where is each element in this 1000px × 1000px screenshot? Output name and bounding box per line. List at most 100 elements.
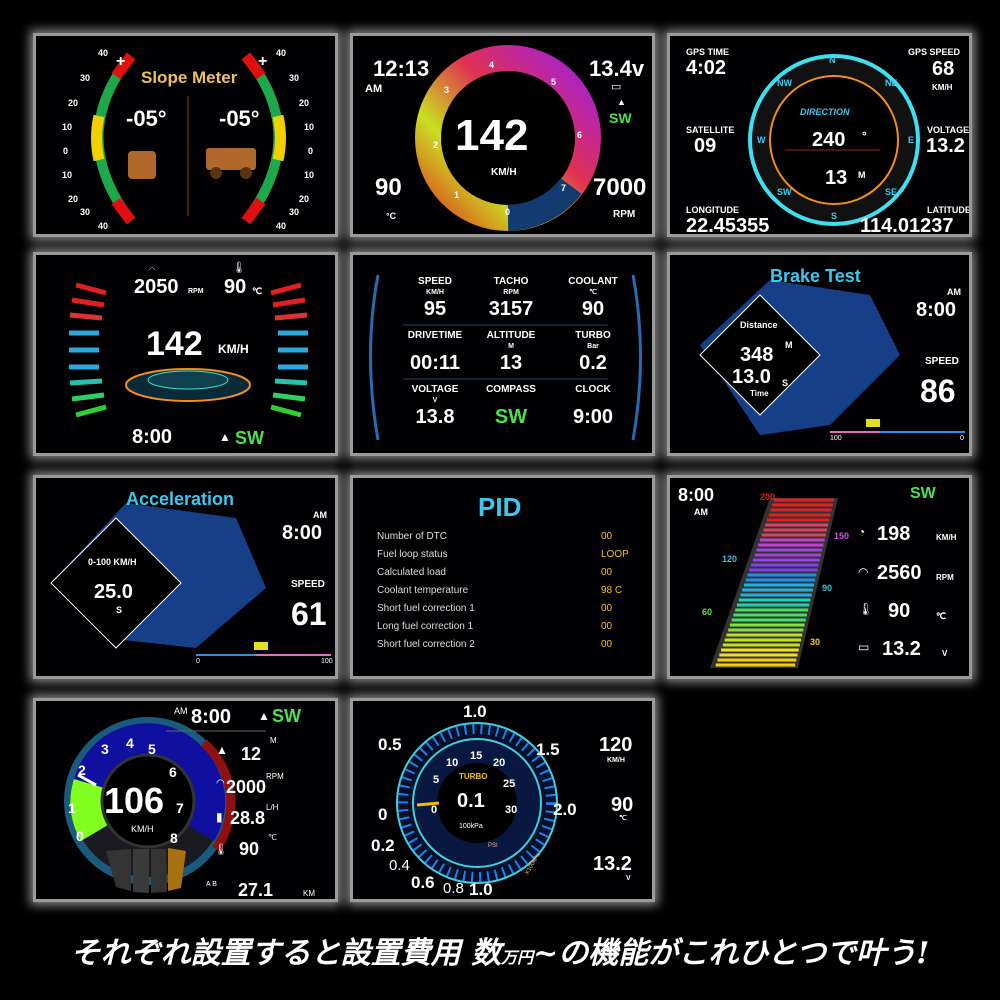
fuel-value: 28.8: [230, 808, 266, 828]
scale-label: 20: [299, 194, 310, 204]
volt-value: 13.2: [593, 853, 632, 875]
speed-unit: KM/H: [218, 342, 249, 356]
pid-value: LOOP: [601, 549, 629, 560]
scale-label: 20: [299, 98, 310, 108]
am-pm: AM: [365, 83, 383, 95]
scale-label: 40: [98, 221, 109, 231]
cell-label: CLOCK: [575, 384, 611, 395]
caption-rest: ~の機能がこれひとつで叶う!: [533, 936, 930, 971]
am-pm: AM: [174, 706, 188, 716]
cluster-dial: [64, 717, 266, 893]
speed-value: 61: [291, 596, 327, 632]
speed-unit: KM/H: [607, 757, 625, 764]
rpm-icon: ◠: [216, 778, 225, 789]
temp-unit: ℃: [936, 611, 947, 621]
plus-sign-right: +: [258, 53, 268, 70]
dashboard-panel: ◠ 2050 RPM 🌡 90 ℃ 142 KM/H 8:00 ▲ SW: [33, 252, 338, 456]
pid-name: Number of DTC: [377, 531, 448, 542]
latitude-value: 114.01237: [860, 215, 954, 237]
compass-n: N: [829, 55, 836, 65]
plus-sign: +: [116, 53, 126, 70]
outer-scale-label: 1.0: [469, 880, 493, 899]
speed-label: SPEED: [291, 579, 325, 590]
dial-label: 4: [489, 60, 495, 70]
voltage-value: 13.2: [926, 135, 965, 157]
pid-name: Short fuel correction 2: [377, 639, 475, 650]
pid-value: 00: [601, 621, 613, 632]
caption-main: それぞれ設置すると設置費用 数: [70, 936, 502, 971]
distance-value: 348: [740, 344, 774, 366]
am-pm: AM: [694, 507, 708, 517]
pid-value: 00: [601, 531, 613, 542]
scale-label: 20: [68, 194, 79, 204]
cell-value: 3157: [488, 298, 534, 320]
speed-unit: KM/H: [131, 824, 154, 834]
inner-scale-label: 25: [503, 778, 516, 790]
temp-unit: ℃: [268, 833, 277, 842]
temp-value: 90: [888, 600, 911, 622]
scale-label: 40: [276, 221, 287, 231]
scale-label: 90: [822, 583, 833, 593]
jeep-side-icon: [206, 148, 256, 170]
speed-value: 86: [920, 373, 956, 409]
speed-value: 120: [599, 734, 633, 756]
cell-label: COOLANT: [568, 276, 618, 287]
scale-label: 30: [80, 73, 91, 83]
cluster-panel: AM 8:00 ▲ SW 106 KM/H 0 1 2 3 4 5 6 7 8 …: [33, 698, 338, 902]
battery-icon: ▭: [611, 81, 622, 93]
compass-e: E: [908, 135, 915, 145]
am-pm: AM: [947, 287, 961, 297]
compass-se: SE: [885, 187, 898, 197]
distance-label: Distance: [740, 320, 778, 330]
left-angle: -05°: [126, 106, 167, 131]
pid-name: Calculated load: [377, 567, 446, 578]
inner-scale-label: 10: [446, 757, 459, 769]
compass-dial: [748, 54, 920, 226]
cell-unit: V: [432, 397, 438, 404]
turbo-unit: 100kPa: [459, 823, 483, 830]
compass-s: S: [831, 211, 838, 221]
turbo-label: TURBO: [459, 772, 488, 781]
battery-icon: ▭: [858, 640, 870, 654]
compass-arrow-icon: ▲: [617, 97, 626, 107]
trip-value: 27.1: [238, 880, 274, 900]
dial-label: 7: [561, 183, 567, 193]
speed-value: 106: [104, 780, 165, 821]
scale-label: 20: [68, 98, 79, 108]
dial-label: 6: [169, 764, 177, 780]
pid-name: Coolant temperature: [377, 585, 469, 596]
side-bars: [69, 282, 308, 418]
compass-arrow-icon: ▲: [258, 709, 270, 723]
cell-label: ALTITUDE: [486, 330, 536, 341]
pid-value: 00: [601, 639, 613, 650]
dial-label: 0: [505, 207, 511, 217]
outer-scale-label: 1.0: [463, 702, 487, 721]
bar-end: 0: [960, 435, 964, 442]
scale-label: 150: [834, 531, 850, 541]
distance-unit: M: [785, 340, 793, 350]
gps-speed-unit: KM/H: [932, 83, 953, 92]
pid-panel: PID Number of DTC 00 Fuel loop status LOOP C…: [350, 475, 655, 679]
clock: 8:00: [282, 522, 323, 544]
compass-w: W: [757, 135, 766, 145]
pid-title: PID: [478, 492, 522, 522]
cell-value: 9:00: [572, 406, 614, 428]
cell-value: 95: [423, 298, 447, 320]
scale-label: 0: [63, 146, 69, 156]
gps-time-label: GPS TIME: [686, 47, 730, 57]
speedometer-panel: 12:13 AM 142 KM/H 13.4v ▭ ▲ SW 90 °C 700…: [350, 33, 655, 237]
bar-start: 100: [830, 435, 842, 442]
scale-label: 10: [62, 170, 73, 180]
multi-gauge-grid-panel: SPEED KM/H 95 TACHO RPM 3157 COOLANT ℃ 90 D…: [350, 252, 655, 456]
altitude-value: 13: [825, 167, 848, 189]
speed-dial: [415, 45, 601, 231]
temp-unit: °C: [386, 211, 397, 221]
speed-value: 198: [877, 523, 911, 545]
psi-label: PSI: [488, 843, 498, 849]
speed-value: 142: [146, 325, 203, 363]
inner-scale-label: 15: [470, 750, 483, 762]
compass-ne: NE: [885, 78, 898, 88]
clock: 8:00: [191, 706, 232, 728]
coolant-icon: 🌡: [232, 262, 246, 274]
cell-value: 0.2: [579, 352, 607, 374]
